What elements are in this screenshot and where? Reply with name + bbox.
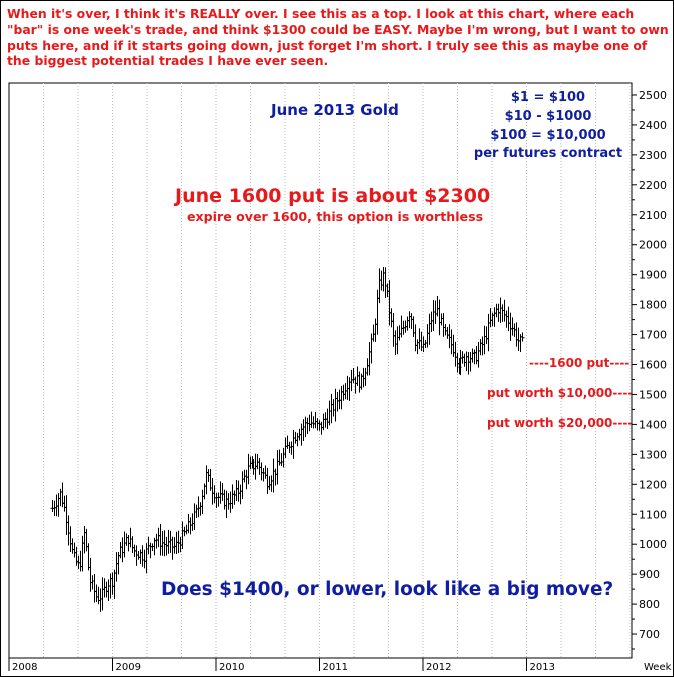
header-commentary: When it's over, I think it's REALLY over… bbox=[7, 6, 671, 69]
x-unit-label: Week bbox=[644, 662, 672, 673]
level-1400-label: put worth $20,000---- bbox=[487, 416, 633, 430]
header-text-3: . Maybe I'm wrong, but I want to own put… bbox=[7, 21, 669, 69]
price-bars bbox=[50, 266, 525, 612]
y-tick-label: 1600 bbox=[639, 359, 667, 372]
level-1600-label: ----1600 put---- bbox=[529, 356, 630, 370]
y-axis: 700 800 900 1000 1100 1200 1300 1400 1500 1600 170… bbox=[632, 89, 667, 650]
y-tick-label: 1100 bbox=[639, 508, 667, 521]
level-1500-label: put worth $10,000---- bbox=[487, 386, 633, 400]
y-tick-label: 1400 bbox=[639, 418, 667, 431]
scale-line-3: $100 = $10,000 bbox=[490, 127, 606, 143]
y-tick-label: 2400 bbox=[639, 119, 667, 132]
y-tick-label: 900 bbox=[639, 568, 660, 581]
question-annotation: Does $1400, or lower, look like a big mo… bbox=[161, 579, 614, 600]
header-emphasis-easy: EASY bbox=[374, 21, 408, 37]
x-tick-label: 2013 bbox=[530, 662, 555, 673]
scale-legend: $1 = $100 $10 - $1000 $100 = $10,000 per… bbox=[473, 89, 623, 164]
x-tick-label: 2011 bbox=[323, 662, 348, 673]
contract-title: June 2013 Gold bbox=[271, 101, 399, 119]
put-subline: expire over 1600, this option is worthle… bbox=[187, 209, 484, 224]
x-axis: 2008 2009 2010 2011 2012 2013 Week bbox=[8, 658, 672, 673]
scale-line-1: $1 = $100 bbox=[510, 90, 586, 105]
plot-area bbox=[8, 82, 633, 659]
y-tick-label: 1200 bbox=[639, 478, 667, 491]
y-tick-label: 2100 bbox=[639, 209, 667, 222]
y-tick-label: 2200 bbox=[639, 179, 667, 192]
scale-line-4: per futures contract bbox=[473, 146, 623, 162]
x-tick-label: 2009 bbox=[116, 662, 141, 673]
header-text-2: over. I see this as a top. I look at thi… bbox=[7, 6, 635, 37]
y-tick-label: 2500 bbox=[639, 89, 667, 102]
y-tick-label: 2300 bbox=[639, 149, 667, 162]
y-tick-label: 2000 bbox=[639, 239, 667, 252]
x-tick-label: 2010 bbox=[219, 662, 244, 673]
x-tick-label: 2012 bbox=[426, 662, 451, 673]
y-tick-label: 1900 bbox=[639, 269, 667, 282]
y-tick-label: 1300 bbox=[639, 448, 667, 461]
y-tick-label: 1500 bbox=[639, 388, 667, 401]
y-tick-label: 800 bbox=[639, 598, 660, 611]
header-emphasis-really: REALLY bbox=[189, 6, 241, 21]
y-tick-label: 1800 bbox=[639, 299, 667, 312]
y-tick-label: 1000 bbox=[639, 538, 667, 551]
y-tick-label: 1700 bbox=[639, 329, 667, 342]
y-tick-label: 700 bbox=[639, 628, 660, 641]
header-text-1: When it's over, I think it's bbox=[7, 6, 190, 21]
put-headline: June 1600 put is about $2300 bbox=[175, 185, 491, 207]
x-tick-label: 2008 bbox=[12, 662, 37, 673]
scale-line-2: $10 - $1000 bbox=[504, 108, 592, 124]
